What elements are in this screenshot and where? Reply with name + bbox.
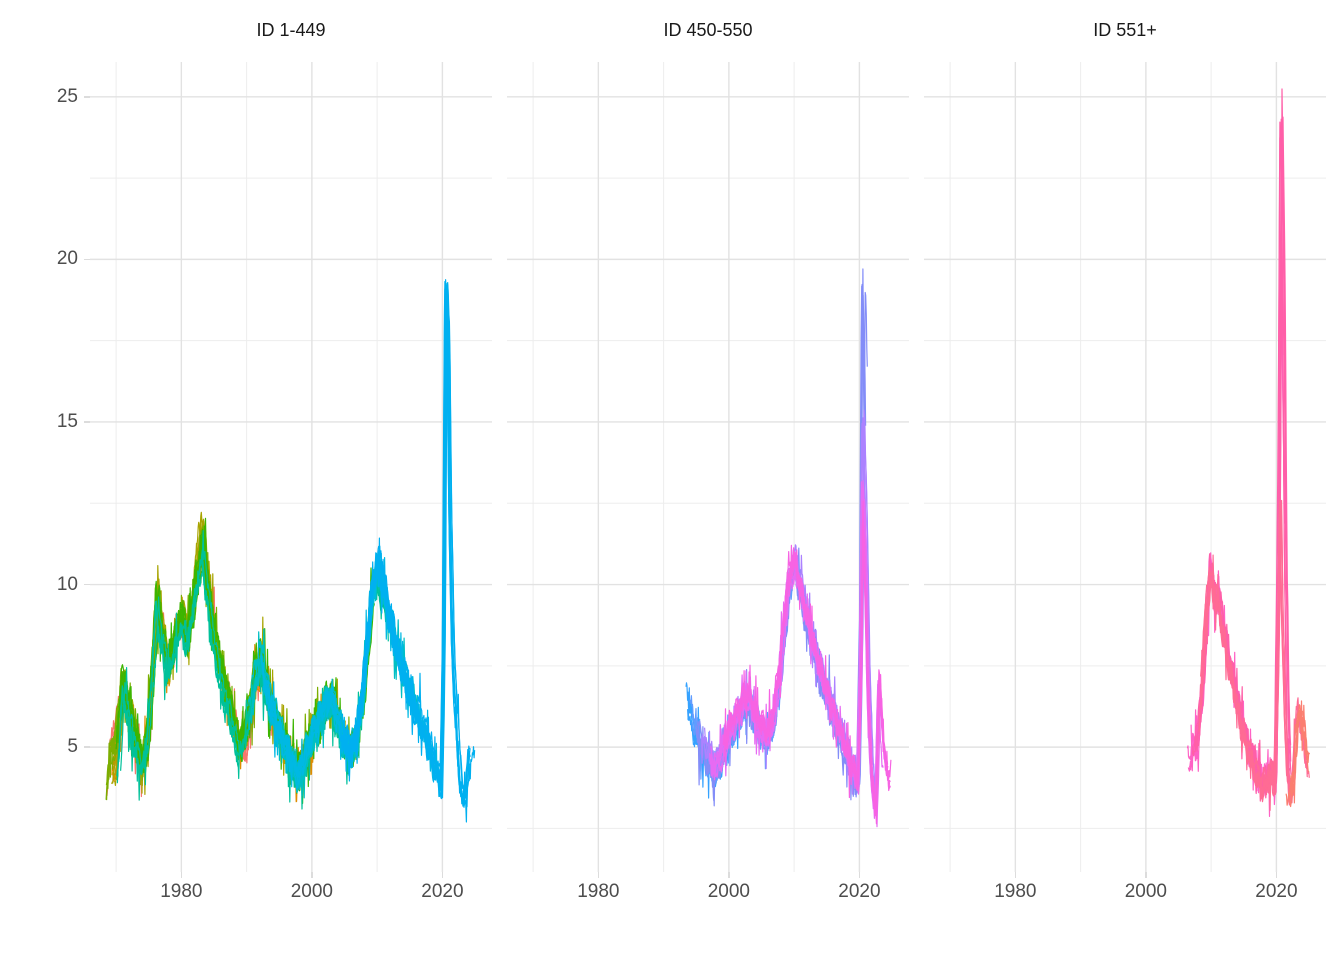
y-tick-mark [84,421,90,423]
x-tick-mark [311,872,313,878]
facet-title-id-450-550: ID 450-550 [663,20,753,40]
series-line-ids-green [122,539,375,805]
series-line-ids-salmon-tail [1285,709,1307,806]
facet-panel-id-551plus [924,62,1326,872]
y-tick-mark [84,96,90,98]
x-tick-label: 2000 [290,881,334,902]
x-tick-mark [728,872,730,878]
facet-title-id-1-449: ID 1-449 [256,20,326,40]
x-tick-mark [441,872,444,878]
y-tick-mark [84,583,90,586]
y-tick-mark [84,258,90,261]
y-tick-label: 5 [67,736,78,758]
series-line-ids-pink-magenta [722,518,889,825]
y-tick-label: 25 [56,85,78,107]
y-tick-label: 15 [56,410,78,432]
facet-title-id-551plus: ID 551+ [1093,20,1157,40]
y-tick-mark [84,746,90,748]
facet-panel-id-450-550 [507,62,909,872]
x-tick-label: 2000 [707,881,751,902]
series-line-ids-pink [1189,281,1284,818]
x-tick-mark [180,872,183,878]
x-tick-mark [1014,872,1017,878]
x-tick-mark [597,872,600,878]
x-tick-label: 1980 [160,881,203,902]
y-tick-label: 20 [56,248,78,270]
series-line-ids-rose [1200,503,1306,806]
series-line-ids-azure [342,294,476,808]
x-tick-label: 2000 [1124,881,1168,902]
x-tick-mark [858,872,861,878]
x-tick-label: 1980 [994,881,1037,902]
y-tick-label: 10 [56,573,78,595]
x-tick-label: 1980 [577,881,620,902]
x-tick-mark [1275,872,1278,878]
x-tick-label: 2020 [421,881,464,902]
facet-panel-id-1-449 [90,62,492,872]
x-tick-mark [1145,872,1147,878]
x-tick-label: 2020 [838,881,881,902]
series-line-ids-periwinkle [698,291,868,786]
x-tick-label: 2020 [1255,881,1298,902]
